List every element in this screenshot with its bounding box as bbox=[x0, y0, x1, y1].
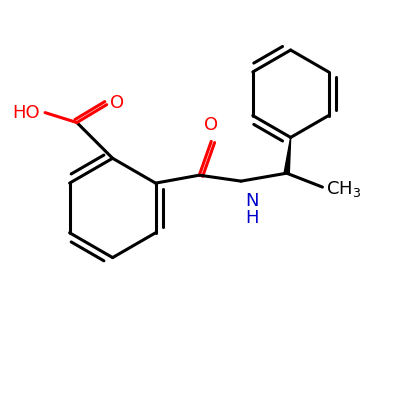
Text: O: O bbox=[204, 116, 218, 134]
Text: N
H: N H bbox=[245, 192, 259, 227]
Polygon shape bbox=[284, 138, 291, 174]
Text: O: O bbox=[110, 94, 124, 112]
Text: HO: HO bbox=[13, 104, 40, 122]
Text: CH$_3$: CH$_3$ bbox=[326, 179, 362, 199]
